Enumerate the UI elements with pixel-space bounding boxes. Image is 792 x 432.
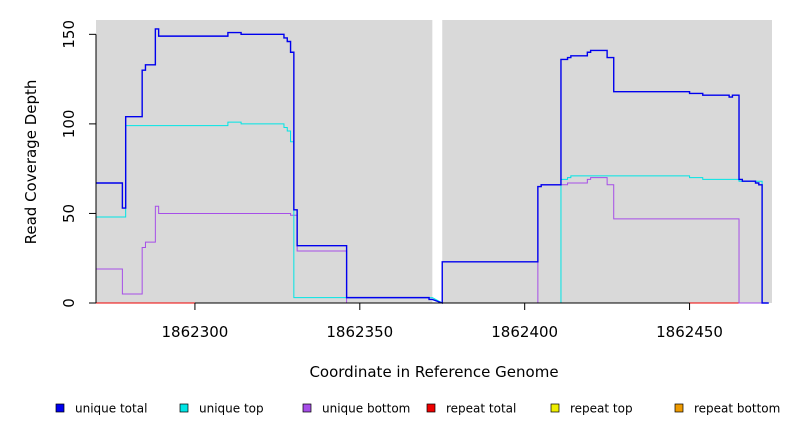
x-tick-label: 1862400 <box>491 323 558 341</box>
axes <box>95 34 690 304</box>
legend: unique total unique top unique bottom repea… <box>55 402 780 416</box>
x-tick-label: 1862300 <box>162 323 229 341</box>
legend-swatch-unique-total <box>55 403 65 413</box>
legend-swatch-unique-top <box>179 403 189 413</box>
series-line-unique-total <box>96 28 769 304</box>
x-tick-label: 1862450 <box>656 323 723 341</box>
legend-swatch-repeat-top <box>550 403 560 413</box>
legend-label-repeat-bottom: repeat bottom <box>694 402 780 416</box>
y-tick-label: 150 <box>60 20 78 49</box>
legend-label-repeat-top: repeat top <box>570 402 633 416</box>
legend-label-unique-bottom: unique bottom <box>322 402 410 416</box>
plot-panels <box>96 20 772 303</box>
legend-swatch-repeat-total <box>426 403 436 413</box>
legend-swatch-unique-bottom <box>302 403 312 413</box>
y-axis-ticks: 0 50 100 150 <box>60 20 96 308</box>
y-tick-label: 0 <box>60 298 78 308</box>
y-tick-label: 50 <box>60 204 78 223</box>
y-axis-title: Read Coverage Depth <box>22 80 40 245</box>
legend-label-unique-total: unique total <box>75 402 147 416</box>
plot-panel-2 <box>442 20 772 303</box>
x-axis-ticks: 1862300 1862350 1862400 1862450 <box>162 303 723 341</box>
x-axis-title: Coordinate in Reference Genome <box>309 363 558 381</box>
legend-label-repeat-total: repeat total <box>446 402 516 416</box>
legend-swatch-repeat-bottom <box>674 403 684 413</box>
legend-label-unique-top: unique top <box>199 402 264 416</box>
plot-panel-1 <box>96 20 433 303</box>
x-tick-label: 1862350 <box>326 323 393 341</box>
y-tick-label: 100 <box>60 110 78 139</box>
series-line-unique-top <box>96 121 769 304</box>
